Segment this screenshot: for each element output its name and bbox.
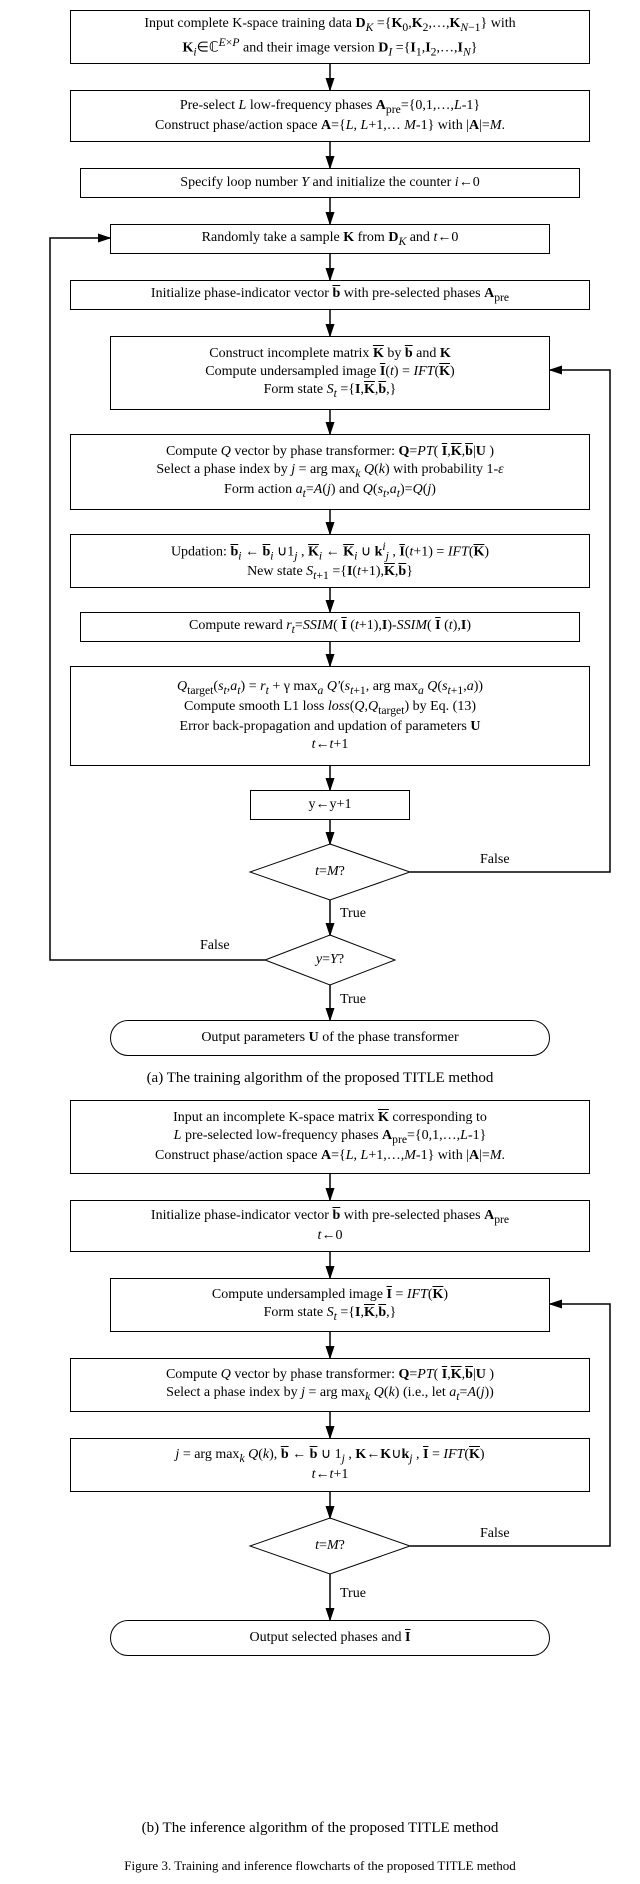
flow-process: Randomly take a sample K from DK and t←0 xyxy=(110,224,550,254)
flow-terminal: Output selected phases and I xyxy=(110,1620,550,1656)
flow-process: Qtarget(st,at) = rt + γ maxa Q'(st+1, ar… xyxy=(70,666,590,766)
flow-process: Compute Q vector by phase transformer: Q… xyxy=(70,1358,590,1412)
flow-process: y←y+1 xyxy=(250,790,410,820)
flow-process: Input complete K-space training data DK … xyxy=(70,10,590,64)
edge-label: False xyxy=(200,938,230,954)
figure-caption: Figure 3. Training and inference flowcha… xyxy=(10,1858,630,1874)
flow-decision: t=M? xyxy=(250,1518,410,1574)
flow-process: Input an incomplete K-space matrix K cor… xyxy=(70,1100,590,1174)
edge-label: True xyxy=(340,1586,366,1602)
flow-process: j = arg maxk Q(k), b ← b ∪ 1j , K←K∪kj ,… xyxy=(70,1438,590,1492)
edge-label: False xyxy=(480,852,510,868)
flow-decision: t=M? xyxy=(250,844,410,900)
flow-process: Construct incomplete matrix K by b and K… xyxy=(110,336,550,410)
edge-label: False xyxy=(480,1526,510,1542)
flow-process: Initialize phase-indicator vector b with… xyxy=(70,280,590,310)
flow-process: Compute undersampled image I = IFT(K)For… xyxy=(110,1278,550,1332)
flow-terminal: Output parameters U of the phase transfo… xyxy=(110,1020,550,1056)
flow-decision: y=Y? xyxy=(265,935,395,985)
flow-process: Compute reward rt=SSIM( I (t+1),I)-SSIM(… xyxy=(80,612,580,642)
flow-process: Initialize phase-indicator vector b with… xyxy=(70,1200,590,1252)
subfigure-caption: (a) The training algorithm of the propos… xyxy=(20,1070,620,1087)
flow-process: Compute Q vector by phase transformer: Q… xyxy=(70,434,590,510)
flow-process: Updation: bi ← bi ∪1j , Ki ← Ki ∪ kij , … xyxy=(70,534,590,588)
flow-process: Pre-select L low-frequency phases Apre={… xyxy=(70,90,590,142)
edge-label: True xyxy=(340,906,366,922)
flow-process: Specify loop number Y and initialize the… xyxy=(80,168,580,198)
edge-label: True xyxy=(340,992,366,1008)
subfigure-caption: (b) The inference algorithm of the propo… xyxy=(20,1820,620,1837)
